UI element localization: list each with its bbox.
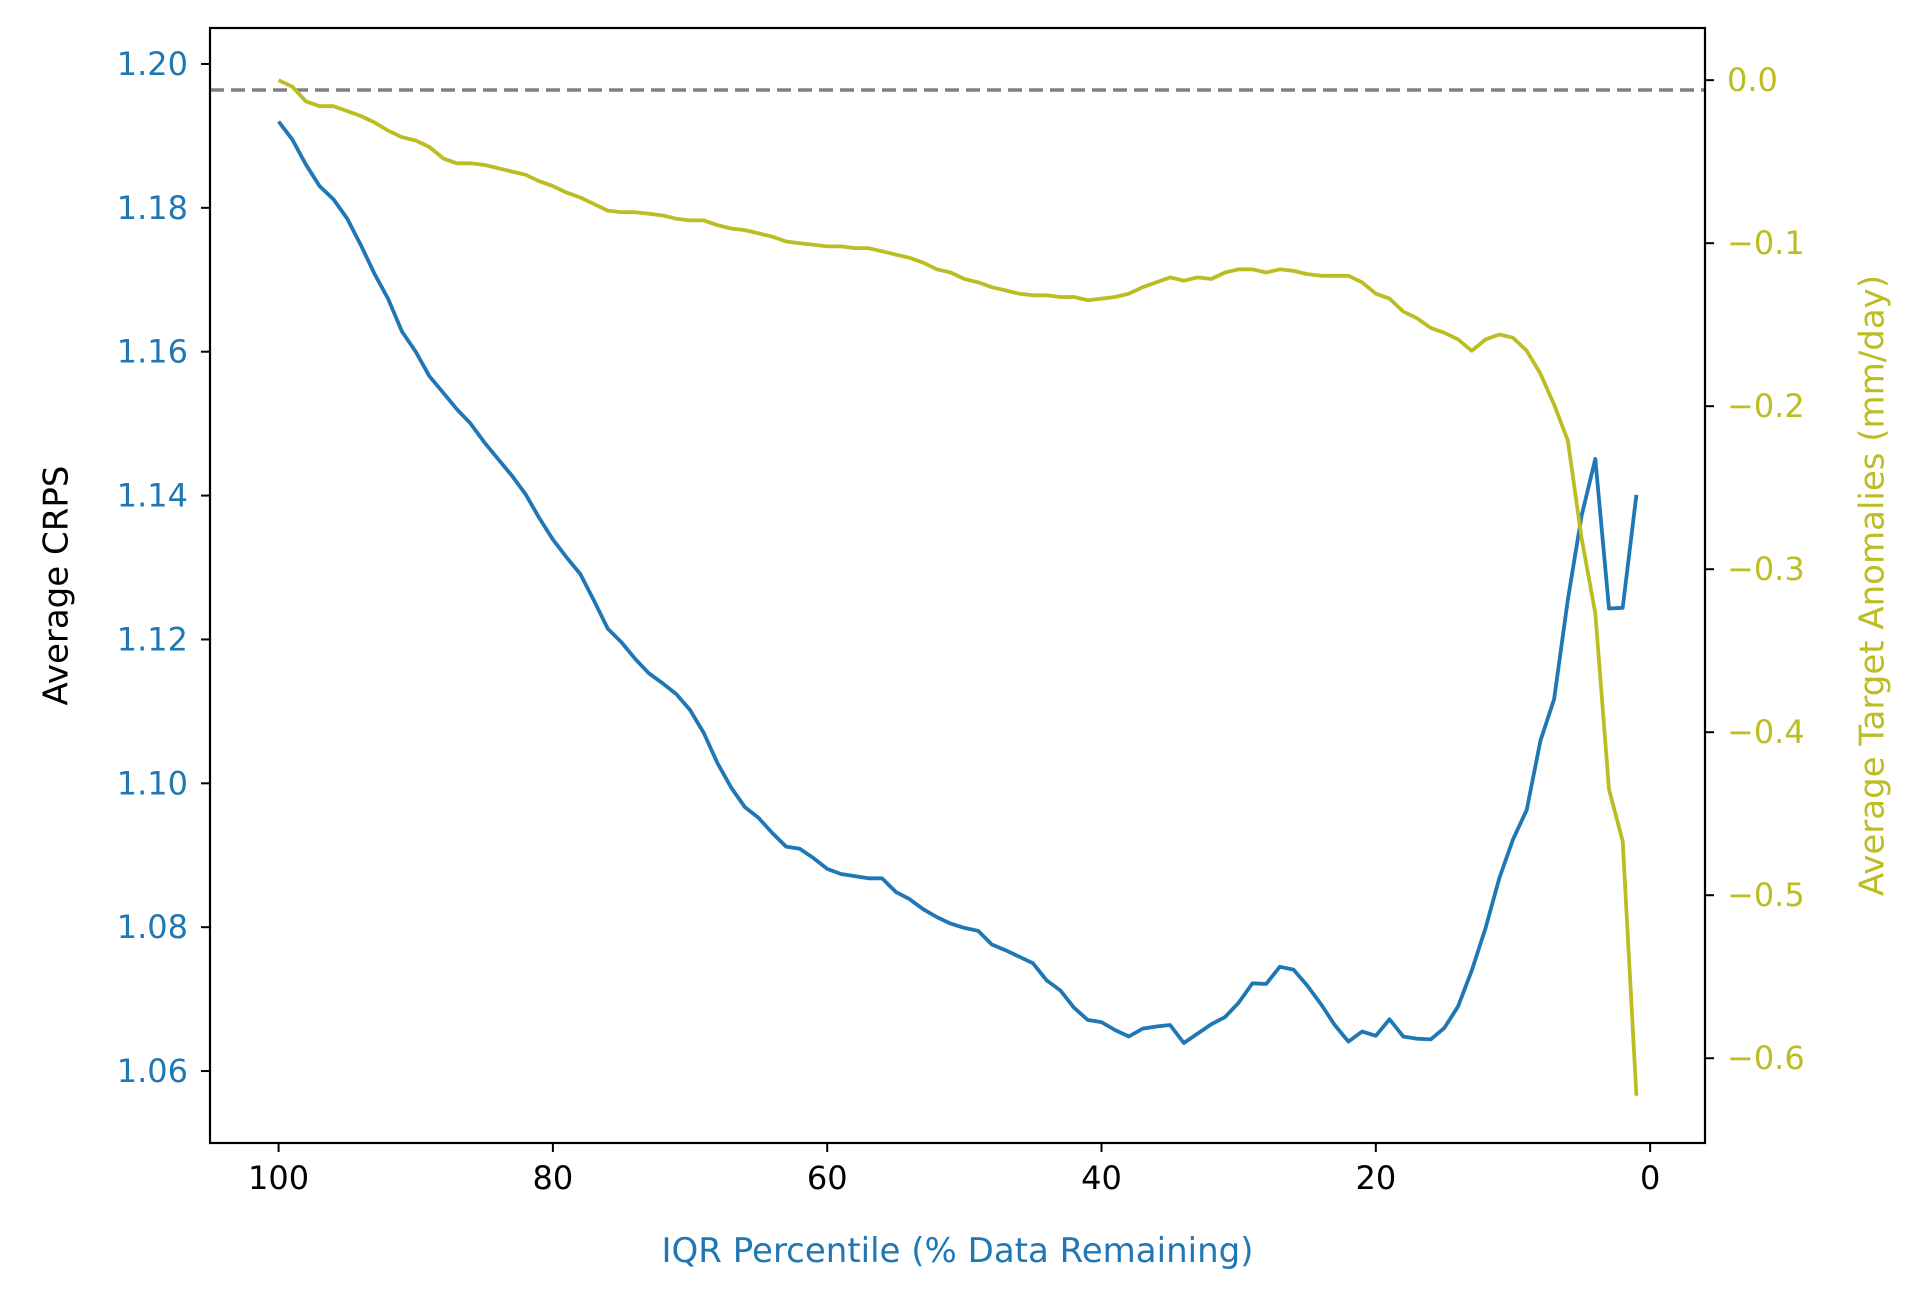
right-y-tick-label: −0.1 <box>1727 224 1805 262</box>
target-anomaly-series-line <box>277 78 1639 1096</box>
left-y-axis-title: Average CRPS <box>37 466 77 706</box>
left-y-tick-label: 1.10 <box>117 764 188 802</box>
left-y-axis-ticks: 1.06 1.08 1.10 1.12 1.14 1.16 1.18 1.20 <box>117 45 210 1090</box>
left-y-tick-label: 1.14 <box>117 477 188 515</box>
left-y-tick-label: 1.08 <box>117 908 188 946</box>
x-axis-title: IQR Percentile (% Data Remaining) <box>662 1231 1254 1271</box>
left-y-tick-label: 1.20 <box>117 45 188 83</box>
x-tick-label: 100 <box>248 1159 309 1197</box>
x-axis-ticks: 100 80 60 40 20 0 <box>248 1143 1660 1197</box>
left-y-tick-label: 1.16 <box>117 333 188 371</box>
right-y-tick-label: −0.4 <box>1727 713 1805 751</box>
left-y-tick-label: 1.06 <box>117 1052 188 1090</box>
x-tick-label: 20 <box>1355 1159 1396 1197</box>
right-y-axis-title: Average Target Anomalies (mm/day) <box>1853 275 1893 896</box>
x-tick-label: 60 <box>807 1159 848 1197</box>
x-tick-label: 40 <box>1081 1159 1122 1197</box>
crps-series-line <box>277 120 1639 1045</box>
plot-lines <box>210 78 1705 1096</box>
left-y-tick-label: 1.12 <box>117 620 188 658</box>
left-y-tick-label: 1.18 <box>117 189 188 227</box>
right-y-tick-label: 0.0 <box>1727 61 1778 99</box>
right-y-tick-label: −0.2 <box>1727 387 1805 425</box>
plot-frame <box>208 26 1707 1145</box>
x-tick-label: 80 <box>533 1159 574 1197</box>
x-tick-label: 0 <box>1640 1159 1660 1197</box>
right-y-tick-label: −0.5 <box>1727 876 1805 914</box>
right-y-tick-label: −0.6 <box>1727 1039 1805 1077</box>
right-y-axis-ticks: −0.6 −0.5 −0.4 −0.3 −0.2 −0.1 0.0 <box>1705 61 1805 1077</box>
right-y-tick-label: −0.3 <box>1727 550 1805 588</box>
